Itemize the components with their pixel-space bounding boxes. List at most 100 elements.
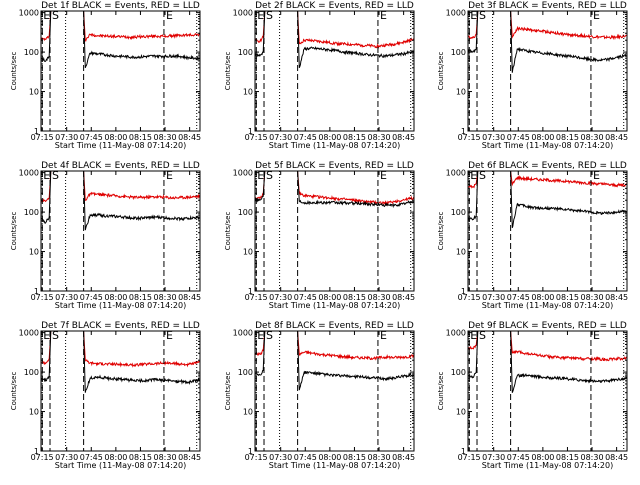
x-tick-label: 08:45: [605, 293, 628, 302]
chart-title: Det 8f BLACK = Events, RED = LLD: [255, 321, 414, 331]
marker-label-5: E: [380, 169, 387, 182]
chart-title: Det 7f BLACK = Events, RED = LLD: [41, 321, 200, 331]
y-tick-label: 100: [24, 208, 39, 217]
x-tick-label: 08:45: [178, 133, 201, 142]
y-tick-label: 10: [29, 408, 39, 417]
x-tick-label: 07:30: [269, 293, 292, 302]
y-tick-label: 1: [461, 447, 466, 456]
x-tick-label: 07:15: [31, 133, 54, 142]
x-tick-label: 08:30: [368, 453, 391, 462]
marker-label-1: E: [257, 329, 264, 342]
y-tick-label: 1000: [446, 329, 466, 338]
marker-label-2: S: [266, 329, 273, 342]
marker-label-1: E: [470, 9, 477, 22]
chart-title: Det 6f BLACK = Events, RED = LLD: [468, 161, 627, 171]
y-tick-label: 10: [29, 248, 39, 257]
y-tick-label: 100: [238, 208, 253, 217]
x-axis-label: Start Time (11-May-08 07:14:20): [482, 141, 613, 150]
x-tick-label: 07:30: [55, 293, 78, 302]
y-tick-label: 10: [456, 248, 466, 257]
plot-frame: [467, 170, 628, 292]
series-line-events: [255, 171, 414, 209]
series-line-lld: [468, 171, 627, 189]
x-tick-label: 07:15: [245, 293, 268, 302]
x-tick-label: 08:30: [154, 293, 177, 302]
y-axis-label: Counts/sec: [224, 212, 232, 251]
x-tick-label: 08:00: [104, 133, 127, 142]
plot-frame: [467, 10, 628, 132]
x-axis-label: Start Time (11-May-08 07:14:20): [269, 301, 400, 310]
x-tick-label: 07:15: [31, 453, 54, 462]
marker-label-1: E: [470, 329, 477, 342]
x-tick-label: 08:00: [318, 133, 341, 142]
y-tick-label: 1: [248, 287, 253, 296]
x-tick-label: 08:15: [343, 453, 366, 462]
marker-label-2: S: [479, 329, 486, 342]
chart-title: Det 9f BLACK = Events, RED = LLD: [468, 321, 627, 331]
x-tick-label: 07:15: [245, 453, 268, 462]
x-tick-label: 08:30: [368, 133, 391, 142]
series-line-events: [468, 11, 627, 73]
y-axis-label: Counts/sec: [10, 372, 18, 411]
marker-label-5: E: [593, 329, 600, 342]
y-tick-label: 1: [34, 447, 39, 456]
x-tick-label: 08:45: [605, 133, 628, 142]
x-tick-label: 07:30: [482, 453, 505, 462]
marker-label-5: E: [380, 9, 387, 22]
series-line-events: [468, 331, 627, 393]
x-tick-label: 08:00: [104, 453, 127, 462]
plot-frame: [40, 170, 201, 292]
x-tick-label: 08:15: [129, 453, 152, 462]
y-tick-label: 1000: [19, 329, 39, 338]
marker-label-5: E: [166, 169, 173, 182]
series-line-events: [255, 331, 414, 391]
x-axis-label: Start Time (11-May-08 07:14:20): [55, 461, 186, 470]
marker-label-5: E: [166, 9, 173, 22]
y-tick-label: 10: [243, 408, 253, 417]
x-tick-label: 08:45: [392, 133, 415, 142]
y-axis-label: Counts/sec: [437, 52, 445, 91]
series-line-lld: [468, 11, 627, 40]
x-tick-label: 07:15: [458, 133, 481, 142]
y-tick-label: 1000: [233, 329, 253, 338]
x-tick-label: 07:15: [31, 293, 54, 302]
y-axis-label: Counts/sec: [437, 212, 445, 251]
series-line-events: [41, 331, 200, 393]
y-tick-label: 10: [29, 88, 39, 97]
marker-label-2: S: [52, 9, 59, 22]
y-tick-label: 10: [243, 248, 253, 257]
x-tick-label: 07:15: [458, 453, 481, 462]
x-tick-label: 07:45: [294, 453, 317, 462]
x-tick-label: 08:00: [318, 293, 341, 302]
x-tick-label: 07:45: [80, 133, 103, 142]
series-line-events: [255, 11, 414, 68]
x-tick-label: 07:30: [482, 293, 505, 302]
x-axis-label: Start Time (11-May-08 07:14:20): [55, 301, 186, 310]
x-tick-label: 07:45: [80, 293, 103, 302]
chart-title: Det 3f BLACK = Events, RED = LLD: [468, 1, 627, 11]
x-tick-label: 08:30: [368, 293, 391, 302]
series-line-lld: [255, 331, 414, 361]
x-tick-label: 08:30: [154, 133, 177, 142]
y-tick-label: 1: [461, 127, 466, 136]
series-line-lld: [41, 331, 200, 368]
marker-label-1: E: [43, 169, 50, 182]
y-tick-label: 1000: [233, 169, 253, 178]
marker-label-1: E: [470, 169, 477, 182]
marker-label-5: E: [593, 9, 600, 22]
x-tick-label: 08:45: [178, 453, 201, 462]
series-line-lld: [468, 331, 627, 362]
y-tick-label: 100: [451, 208, 466, 217]
x-tick-label: 07:30: [269, 133, 292, 142]
y-axis-label: Counts/sec: [224, 372, 232, 411]
marker-label-5: E: [593, 169, 600, 182]
marker-label-5: E: [380, 329, 387, 342]
y-tick-label: 100: [24, 368, 39, 377]
y-axis-label: Counts/sec: [224, 52, 232, 91]
